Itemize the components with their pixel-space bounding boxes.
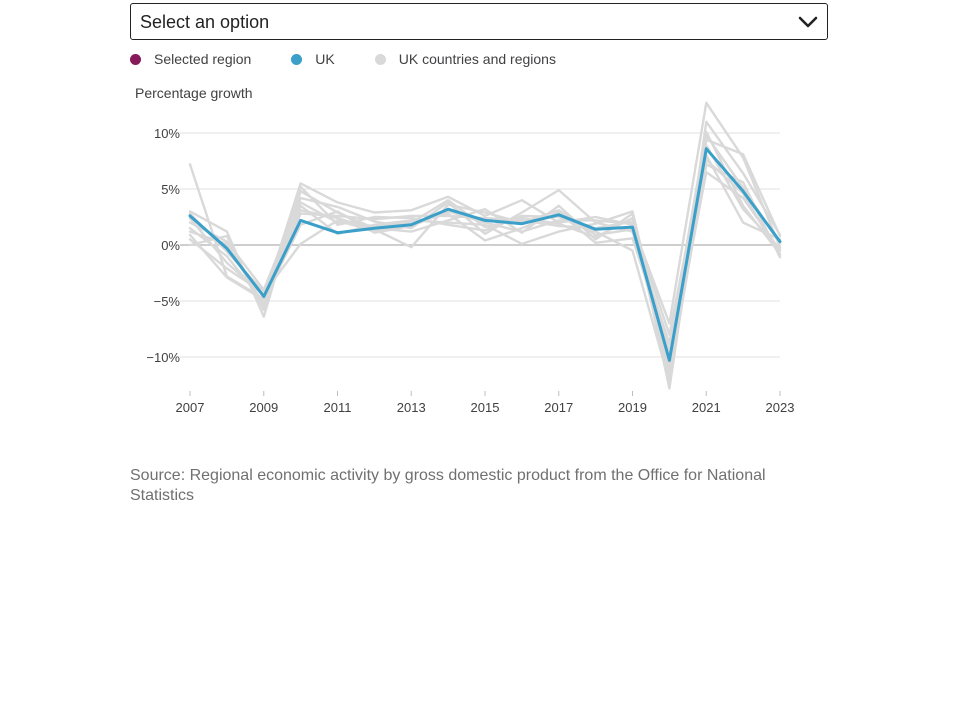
series-line-uk <box>188 147 782 362</box>
select-value: Select an option <box>140 12 270 32</box>
y-tick-label: −10% <box>146 350 180 365</box>
x-tick-label: 2019 <box>618 400 647 415</box>
x-tick-label: 2007 <box>176 400 205 415</box>
x-tick-label: 2013 <box>397 400 426 415</box>
series-line-region-1 <box>188 101 782 325</box>
legend-label-uk-countries-and-regions: UK countries and regions <box>398 51 556 67</box>
x-tick-label: 2023 <box>766 400 795 415</box>
y-tick-label: 10% <box>154 126 180 141</box>
line-chart: Percentage growth 10% 5% 0% −5% −10% 2007 2009 2… <box>135 85 795 415</box>
x-tick-label: 2017 <box>544 400 573 415</box>
x-tick-label: 2009 <box>249 400 278 415</box>
y-tick-label: 5% <box>161 182 180 197</box>
chart-legend: Selected region UK UK countries and regi… <box>130 50 596 68</box>
region-select[interactable]: Select an option <box>130 3 828 40</box>
x-tick-label: 2011 <box>324 400 352 415</box>
x-tick-label: 2015 <box>471 400 500 415</box>
legend-dot-uk-countries-and-regions <box>374 53 386 65</box>
y-tick-label: 0% <box>161 238 180 253</box>
legend-label-uk: UK <box>315 51 335 67</box>
series-line-region-9 <box>188 144 782 336</box>
legend-dot-selected-region <box>130 53 141 65</box>
legend-item-uk: UK <box>291 51 335 67</box>
legend-dot-uk <box>291 53 303 65</box>
legend-item-uk-countries-and-regions: UK countries and regions <box>374 51 556 67</box>
legend-label-selected-region: Selected region <box>154 51 252 67</box>
chevron-down-icon <box>798 16 818 28</box>
y-tick-label: −5% <box>154 294 181 309</box>
source-note: Source: Regional economic activity by gr… <box>130 467 766 504</box>
y-axis-title: Percentage growth <box>135 85 253 101</box>
x-tick-label: 2021 <box>692 400 721 415</box>
legend-item-selected-region: Selected region <box>130 51 251 67</box>
